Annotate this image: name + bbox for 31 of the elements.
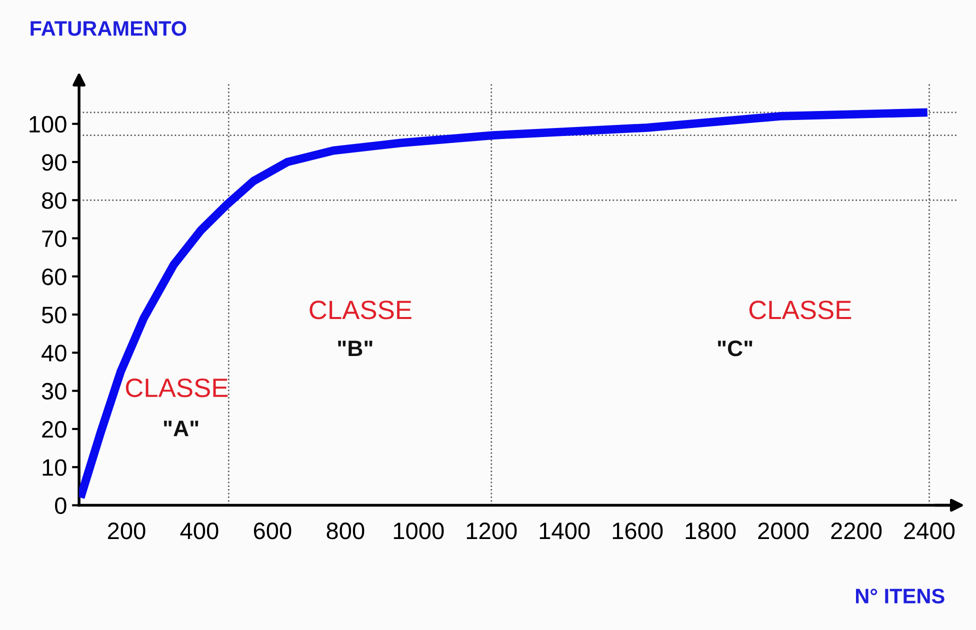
x-axis-title: N° ITENS bbox=[856, 588, 944, 604]
x-tick-label: 2200 bbox=[831, 522, 882, 540]
annotation: "C" bbox=[718, 340, 752, 356]
x-tick-label: 400 bbox=[180, 522, 218, 540]
annotation: "A" bbox=[164, 420, 198, 436]
y-tick-label: 0 bbox=[55, 497, 66, 514]
y-tick-label: 70 bbox=[42, 230, 66, 248]
annotation: CLASSE bbox=[126, 378, 228, 398]
y-tick-label: 60 bbox=[42, 268, 66, 286]
x-tick-label: 1200 bbox=[466, 522, 517, 540]
y-tick-label: 80 bbox=[42, 192, 66, 209]
x-tick-label: 800 bbox=[326, 522, 364, 540]
annotation: CLASSE bbox=[749, 300, 852, 320]
x-tick-label: 1600 bbox=[612, 522, 663, 540]
annotation: "B" bbox=[338, 340, 372, 356]
chart-title: FATURAMENTO bbox=[30, 21, 186, 36]
y-tick-label: 50 bbox=[42, 306, 66, 324]
x-tick-label: 1400 bbox=[540, 522, 590, 540]
y-tick-label: 90 bbox=[42, 154, 66, 171]
x-tick-label: 600 bbox=[254, 522, 292, 540]
x-tick-label: 1000 bbox=[394, 522, 444, 540]
x-tick-label: 2000 bbox=[758, 522, 809, 540]
y-tick-label: 100 bbox=[30, 116, 66, 133]
y-tick-label: 10 bbox=[42, 459, 66, 476]
x-tick-label: 1800 bbox=[686, 522, 736, 540]
x-tick-label: 2400 bbox=[904, 522, 955, 540]
y-tick-label: 20 bbox=[42, 421, 66, 438]
y-tick-label: 40 bbox=[42, 344, 66, 362]
annotation: CLASSE bbox=[310, 300, 412, 320]
x-tick-label: 200 bbox=[108, 522, 146, 540]
y-tick-label: 30 bbox=[42, 382, 66, 400]
